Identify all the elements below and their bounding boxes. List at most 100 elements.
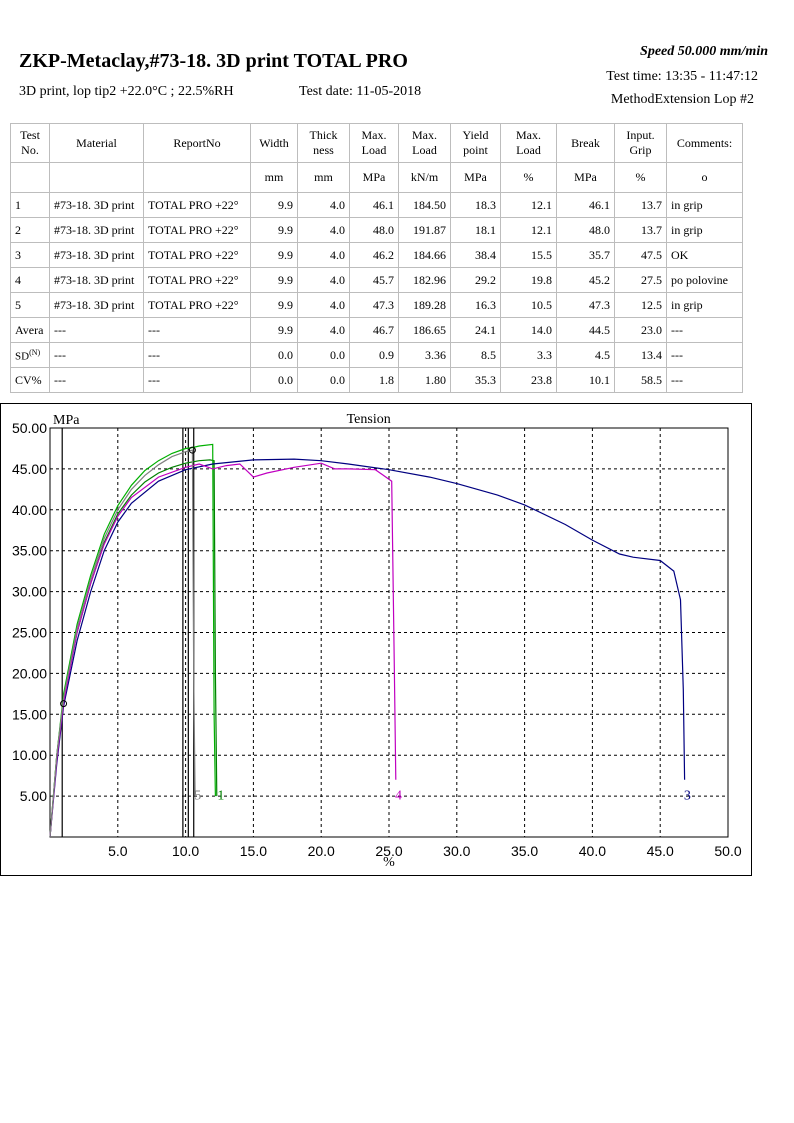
table-cell: TOTAL PRO +22° xyxy=(143,292,251,318)
column-unit xyxy=(10,162,50,193)
table-cell: 3 xyxy=(10,242,50,268)
table-cell: TOTAL PRO +22° xyxy=(143,267,251,293)
x-tick-label: 45.0 xyxy=(647,843,674,859)
table-cell: #73-18. 3D print xyxy=(49,292,144,318)
table-row: 1 #73-18. 3D print TOTAL PRO +22° 9.9 4.0 46.… xyxy=(10,192,743,218)
table-cell: 9.9 xyxy=(250,317,298,343)
table-cell: 9.9 xyxy=(250,217,298,243)
column-unit: o xyxy=(666,162,743,193)
table-cell: 46.7 xyxy=(349,317,399,343)
column-header: ReportNo xyxy=(143,123,251,163)
table-cell: 9.9 xyxy=(250,292,298,318)
table-cell: 3.3 xyxy=(500,342,557,368)
table-cell: TOTAL PRO +22° xyxy=(143,192,251,218)
column-header: Max. Load xyxy=(349,123,399,163)
table-cell: 38.4 xyxy=(450,242,501,268)
table-cell: 48.0 xyxy=(349,217,399,243)
table-cell: 4 xyxy=(10,267,50,293)
test-date: Test date: 11-05-2018 xyxy=(299,84,422,99)
table-cell: 46.2 xyxy=(349,242,399,268)
table-cell: 24.1 xyxy=(450,317,501,343)
table-cell: --- xyxy=(666,367,743,393)
x-tick-label: 5.0 xyxy=(108,843,128,859)
table-cell: --- xyxy=(143,342,251,368)
table-cell: 46.1 xyxy=(349,192,399,218)
table-cell: 19.8 xyxy=(500,267,557,293)
y-tick-label: 20.00 xyxy=(12,665,47,681)
table-cell: --- xyxy=(143,317,251,343)
test-speed: Speed 50.000 mm/min xyxy=(640,44,768,59)
table-cell: --- xyxy=(143,367,251,393)
table-cell: 10.1 xyxy=(556,367,615,393)
column-header: Yield point xyxy=(450,123,501,163)
series-line-4 xyxy=(49,462,397,838)
chart-title: Tension xyxy=(347,412,391,427)
series-line-3 xyxy=(49,458,686,838)
table-cell: 18.1 xyxy=(450,217,501,243)
column-header: Input. Grip xyxy=(614,123,667,163)
series-end-label: 5 xyxy=(194,788,201,803)
y-tick-label: 15.00 xyxy=(12,706,47,722)
table-cell: 27.5 xyxy=(614,267,667,293)
series-line-2 xyxy=(49,443,216,838)
series-end-label: 4 xyxy=(395,788,402,803)
column-header: Max. Load xyxy=(500,123,557,163)
x-tick-label: 35.0 xyxy=(511,843,538,859)
x-tick-label: 15.0 xyxy=(240,843,267,859)
table-cell: #73-18. 3D print xyxy=(49,192,144,218)
table-cell: 186.65 xyxy=(398,317,451,343)
column-header: Max. Load xyxy=(398,123,451,163)
table-cell: --- xyxy=(666,342,743,368)
column-unit: kN/m xyxy=(398,162,451,193)
table-row: 4 #73-18. 3D print TOTAL PRO +22° 9.9 4.0 45.… xyxy=(10,267,743,293)
table-cell: 13.4 xyxy=(614,342,667,368)
table-cell: 35.3 xyxy=(450,367,501,393)
table-cell: 58.5 xyxy=(614,367,667,393)
table-cell: --- xyxy=(49,342,144,368)
table-cell: 12.5 xyxy=(614,292,667,318)
table-cell: 1.8 xyxy=(349,367,399,393)
table-cell: 18.3 xyxy=(450,192,501,218)
results-table: Test No. Material ReportNo Width Thick ness M… xyxy=(10,123,743,393)
y-tick-label: 10.00 xyxy=(12,747,47,763)
column-unit: % xyxy=(614,162,667,193)
table-cell: CV% xyxy=(10,367,50,393)
y-tick-label: 35.00 xyxy=(12,543,47,559)
y-axis-label: MPa xyxy=(53,413,80,428)
table-cell: 189.28 xyxy=(398,292,451,318)
table-cell: 15.5 xyxy=(500,242,557,268)
table-cell: 23.0 xyxy=(614,317,667,343)
table-cell: 0.9 xyxy=(349,342,399,368)
table-cell: 48.0 xyxy=(556,217,615,243)
column-unit: mm xyxy=(250,162,298,193)
column-header: Comments: xyxy=(666,123,743,163)
table-row: Avera --- --- 9.9 4.0 46.7 186.65 24.1 14.0 44.5 2… xyxy=(10,317,743,343)
table-cell: TOTAL PRO +22° xyxy=(143,217,251,243)
column-header: Test No. xyxy=(10,123,50,163)
table-cell: 0.0 xyxy=(250,342,298,368)
table-cell: in grip xyxy=(666,217,743,243)
test-conditions: 3D print, lop tip2 +22.0°C ; 22.5%RH xyxy=(19,84,234,99)
table-cell: 23.8 xyxy=(500,367,557,393)
series-line-5 xyxy=(49,449,196,838)
chart-svg: 5.00 10.00 15.00 20.00 25.00 30.00 35.00 40.00 4… xyxy=(12,412,742,870)
table-row: 2 #73-18. 3D print TOTAL PRO +22° 9.9 4.0 48.… xyxy=(10,217,743,243)
table-cell: 0.0 xyxy=(297,342,350,368)
x-tick-label: 50.0 xyxy=(714,843,741,859)
table-cell: 4.0 xyxy=(297,217,350,243)
y-tick-label: 25.00 xyxy=(12,625,47,641)
column-unit: MPa xyxy=(450,162,501,193)
table-cell: #73-18. 3D print xyxy=(49,217,144,243)
column-unit: mm xyxy=(297,162,350,193)
table-cell: 2 xyxy=(10,217,50,243)
table-cell: in grip xyxy=(666,292,743,318)
column-header: Thick ness xyxy=(297,123,350,163)
table-cell: 4.0 xyxy=(297,242,350,268)
table-cell: 5 xyxy=(10,292,50,318)
table-cell: 9.9 xyxy=(250,192,298,218)
table-units-row: mm mm MPa kN/m MPa% MPa% o xyxy=(10,162,743,193)
table-cell: 4.0 xyxy=(297,192,350,218)
table-cell: 4.5 xyxy=(556,342,615,368)
table-header-row: Test No. Material ReportNo Width Thick ness M… xyxy=(10,123,743,163)
table-cell: 29.2 xyxy=(450,267,501,293)
